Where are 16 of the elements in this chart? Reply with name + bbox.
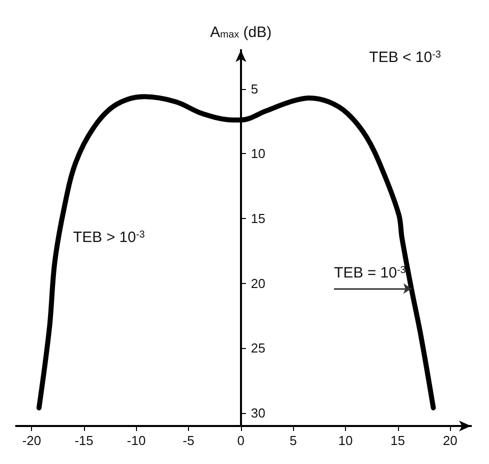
x-tick-label: 5: [290, 433, 297, 448]
y-tick-label: 25: [250, 340, 266, 356]
x-tick-label: 20: [442, 433, 458, 448]
x-tick-label: -15: [74, 433, 94, 448]
y-tick-label: 15: [250, 211, 266, 226]
x-tick-label: -5: [182, 433, 194, 448]
y-axis-title: Amax (dB): [210, 24, 272, 41]
x-tick-label: 0: [237, 433, 244, 448]
x-tick-label: -10: [126, 433, 146, 448]
y-tick-label: 30: [250, 406, 266, 421]
x-tick-label: 15: [390, 433, 406, 448]
y-tick-label: 5: [250, 81, 258, 96]
x-tick-label: 10: [338, 433, 353, 448]
y-tick-label: 20: [250, 276, 266, 291]
y-tick-label: 10: [250, 146, 266, 162]
x-tick-label: -20: [22, 433, 42, 448]
